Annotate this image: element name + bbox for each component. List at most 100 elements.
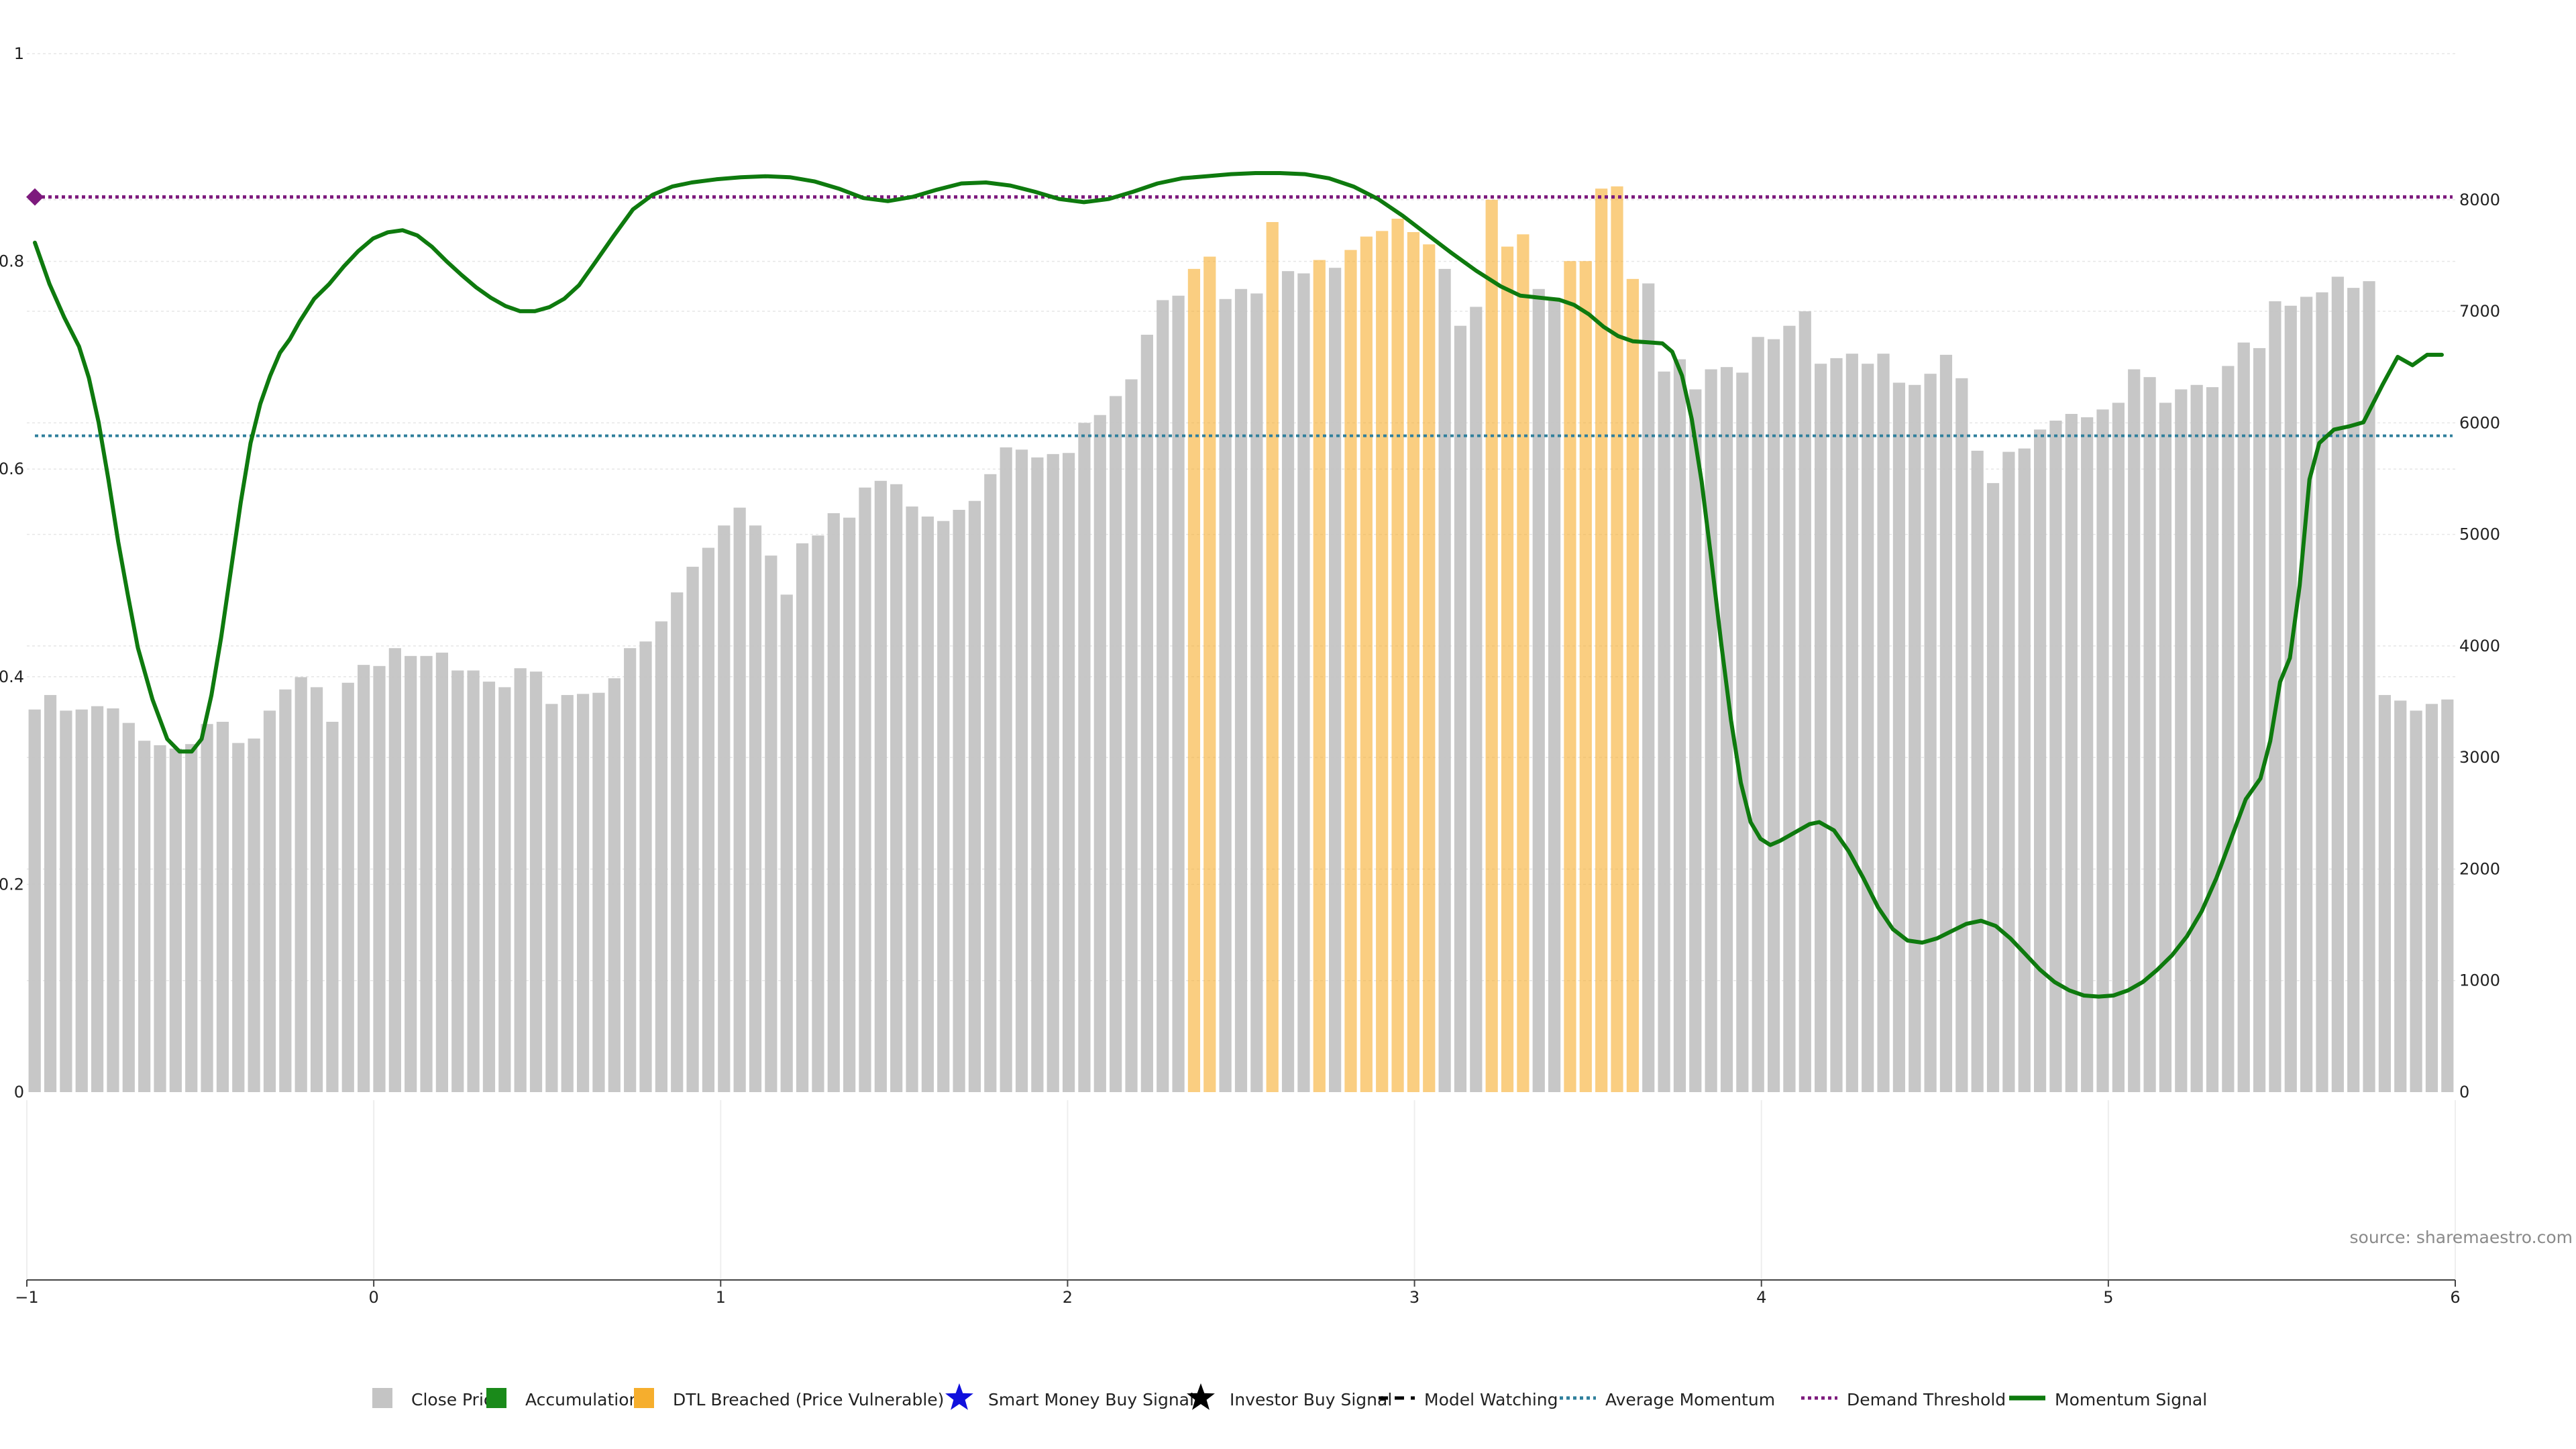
dtl-breached-bar [1611, 186, 1623, 1092]
y-right-tick-label: 2000 [2459, 859, 2500, 878]
close-price-bar [1658, 371, 1670, 1093]
dtl-breached-bar [1595, 189, 1608, 1092]
legend-swatch [634, 1388, 654, 1408]
y-right-tick-label: 3000 [2459, 748, 2500, 767]
close-price-bar [263, 710, 276, 1092]
close-price-bar [608, 678, 621, 1092]
close-price-bar [75, 709, 88, 1092]
close-price-bar [671, 592, 684, 1092]
dtl-breached-bar [1391, 219, 1404, 1092]
close-price-bar [1909, 384, 1921, 1092]
close-price-bar [1845, 354, 1858, 1092]
dtl-breached-bar [1423, 244, 1436, 1093]
close-price-bar [1046, 453, 1059, 1092]
close-price-bar [1642, 283, 1655, 1092]
close-price-bar [827, 513, 840, 1092]
close-price-bar [138, 741, 151, 1092]
momentum-signal-line [33, 171, 2444, 999]
close-price-bar [2018, 448, 2031, 1092]
close-price-bar [1720, 367, 1733, 1092]
legend-star-icon [1187, 1383, 1215, 1410]
close-price-bar [1438, 268, 1451, 1092]
close-price-bar [467, 670, 480, 1092]
y-left-tick-label: 0 [14, 1083, 24, 1102]
legend: Close Price Accumulation DTL Breached (Pri… [372, 1383, 2207, 1410]
close-price-bar [2269, 301, 2282, 1092]
close-price-bar [420, 655, 433, 1092]
close-price-bar [1297, 273, 1310, 1093]
close-price-bar [2159, 402, 2172, 1093]
close-price-bar [859, 487, 871, 1092]
y-left-tick-label: 0.8 [0, 252, 24, 271]
close-price-bar [2096, 409, 2109, 1092]
close-price-bar [576, 694, 590, 1092]
close-price-bar [1673, 359, 1686, 1092]
close-price-bar [2284, 305, 2297, 1092]
close-price-bar [451, 670, 464, 1092]
close-price-bar [2363, 281, 2375, 1093]
x-axis-tick-label: −1 [15, 1288, 38, 1307]
close-price-bar [2316, 292, 2328, 1093]
demand-threshold-marker [26, 188, 44, 206]
close-price-bar [216, 721, 229, 1092]
close-price-bar [2049, 421, 2062, 1092]
close-price-bar [435, 652, 449, 1092]
close-price-bar [780, 594, 793, 1092]
close-price-bar [1172, 295, 1185, 1092]
close-price-bar [1736, 372, 1749, 1092]
close-price-bar [1062, 453, 1075, 1092]
close-price-bar [2378, 695, 2392, 1092]
close-price-bar [232, 743, 245, 1092]
dtl-breached-bar [1376, 231, 1389, 1093]
close-price-bar [1281, 271, 1295, 1092]
close-price-bar [310, 687, 323, 1092]
close-price-bar [1140, 334, 1153, 1093]
close-price-bar [1219, 299, 1232, 1092]
x-axis-tick-label: 2 [1063, 1288, 1073, 1307]
legend-label: Smart Money Buy Signal [988, 1390, 1194, 1409]
close-price-bar [749, 525, 762, 1092]
y-right-tick-label: 0 [2459, 1083, 2469, 1102]
close-price-bar [529, 672, 543, 1092]
close-price-bar [2253, 347, 2266, 1092]
close-price-bar [1093, 415, 1106, 1092]
close-price-bar [796, 543, 809, 1092]
x-axis-tick-label: 4 [1756, 1288, 1766, 1307]
dtl-breached-bar [1266, 222, 1279, 1093]
close-price-bar [1532, 288, 1545, 1092]
dtl-breached-bar [1313, 260, 1326, 1093]
close-price-bar [1110, 396, 1122, 1092]
close-price-bar [874, 480, 887, 1092]
dtl-breached-bar [1344, 250, 1357, 1092]
close-price-bar [2394, 700, 2407, 1092]
x-axis-tick-label: 3 [1409, 1288, 1419, 1307]
close-price-bar [545, 704, 558, 1092]
close-price-bar [2410, 710, 2422, 1092]
close-price-bar [937, 521, 950, 1092]
close-price-bar [498, 687, 511, 1092]
close-price-bar [28, 709, 41, 1092]
close-price-bars [28, 186, 2454, 1093]
y-right-tick-label: 5000 [2459, 525, 2500, 544]
close-price-bar [185, 744, 198, 1092]
y-left-tick-label: 1 [14, 44, 24, 63]
close-price-bar [765, 555, 777, 1092]
close-price-bar [1031, 457, 1044, 1092]
close-price-bar [906, 506, 918, 1092]
close-price-bar [1924, 374, 1937, 1092]
y-right-tick-label: 6000 [2459, 413, 2500, 432]
close-price-bar [968, 500, 981, 1092]
close-price-bar [405, 655, 417, 1092]
close-price-bar [1250, 293, 1263, 1092]
close-price-bar [1830, 358, 1843, 1092]
close-price-bar [1971, 450, 1984, 1092]
signal-lines [26, 171, 2453, 999]
legend-label: Demand Threshold [1847, 1390, 2006, 1409]
close-price-bar [201, 724, 213, 1092]
close-price-bar [2300, 297, 2313, 1093]
dtl-breached-bar [1203, 256, 1216, 1092]
close-price-bar [2441, 699, 2454, 1092]
legend-swatch [486, 1388, 506, 1408]
close-price-bar [921, 517, 934, 1092]
close-price-bar [44, 695, 57, 1092]
